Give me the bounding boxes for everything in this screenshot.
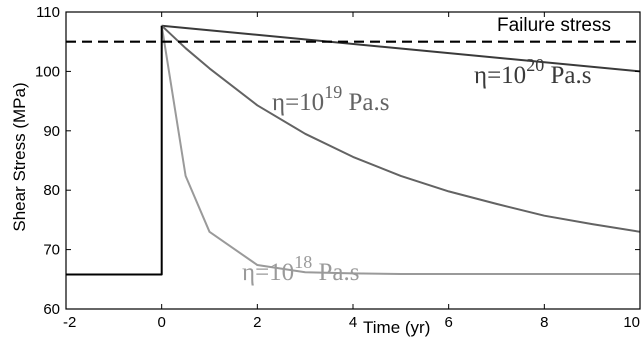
- series-layer: [66, 24, 641, 276]
- x-tick-label: 6: [444, 314, 452, 331]
- y-axis-label: Shear Stress (MPa): [10, 82, 29, 231]
- x-tick-label: 2: [253, 314, 261, 331]
- series-label-eta-1e19: η=1019 Pa.s: [272, 82, 389, 116]
- y-tick-label: 90: [43, 123, 60, 140]
- series-label-eta-1e20: η=1020 Pa.s: [474, 55, 591, 89]
- x-tick-label: 8: [540, 314, 548, 331]
- series-line-3: [66, 25, 163, 276]
- y-tick-label: 70: [43, 242, 60, 259]
- series-line-2: [160, 25, 640, 275]
- y-tick-label: 100: [35, 63, 60, 80]
- y-tick-label: 110: [36, 4, 60, 21]
- series-label-eta-1e18: η=1018 Pa.s: [242, 252, 359, 286]
- series-line-0: [161, 24, 641, 73]
- x-tick-label: 10: [623, 314, 640, 331]
- failure-stress-label: Failure stress: [497, 15, 611, 36]
- series-line-1: [161, 24, 641, 233]
- y-tick-label: 60: [43, 301, 60, 318]
- x-tick-label: 0: [157, 314, 165, 331]
- ticks-layer: -2 0 2 4 6 8 10 60 70 80 90 100 110: [35, 4, 641, 331]
- y-tick-label: 80: [43, 182, 60, 199]
- x-tick-label: -2: [63, 314, 76, 331]
- x-tick-label: 4: [349, 314, 357, 331]
- x-axis-label: Time (yr): [363, 318, 430, 337]
